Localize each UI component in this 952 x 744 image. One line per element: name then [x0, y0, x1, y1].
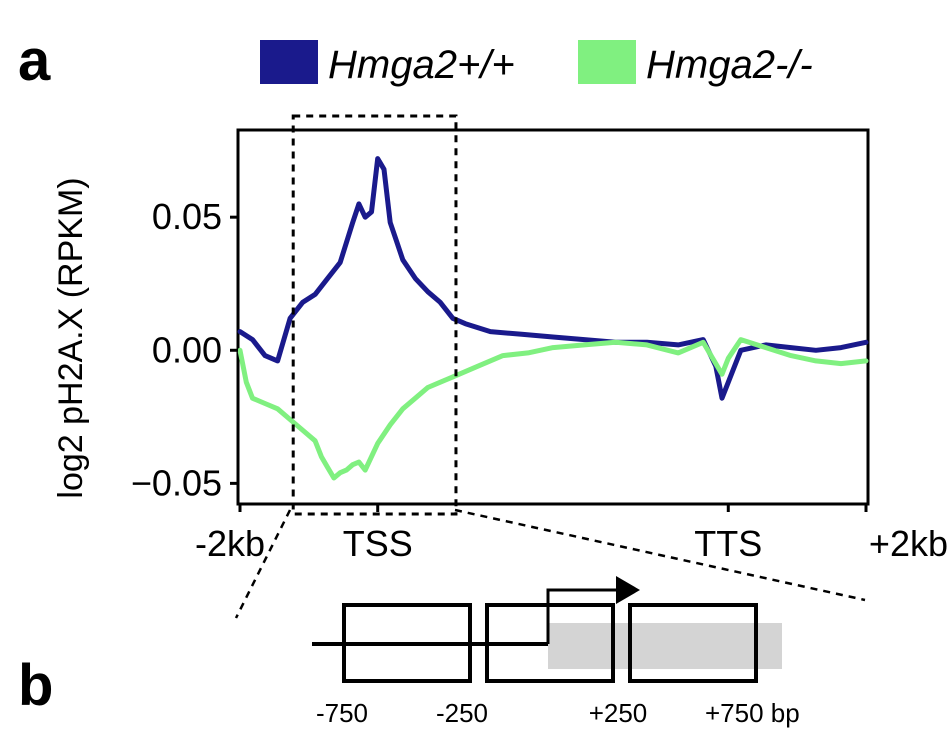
tss-highlight-box [291, 114, 458, 516]
bin-box-1 [342, 603, 472, 683]
x-tick-label-3: +2kb [869, 523, 948, 564]
legend-label-hmga2-ko: Hmga2-/- [646, 43, 813, 87]
bp-tick-label-3: +250 [589, 698, 648, 728]
bp-tick-label-2: -250 [436, 698, 488, 728]
y-tick-label-0: −0.05 [131, 462, 222, 503]
gene-diagram: -750 -250 +250 +750 bp [312, 576, 800, 728]
y-axis-label: log2 pH2A.X (RPKM) [52, 177, 90, 498]
y-tick-label-1: 0.00 [152, 329, 222, 370]
tss-arrow-head-icon [616, 576, 640, 604]
y-tick-label-2: 0.05 [152, 196, 222, 237]
x-tick-label-1: TSS [343, 523, 413, 564]
legend-swatch-hmga2-ko [578, 40, 636, 84]
tss-arrow-line [546, 588, 618, 644]
bin-box-2 [485, 603, 615, 683]
series-line-1 [237, 337, 869, 481]
panel-label-b: b [18, 653, 53, 718]
bp-tick-label-4: +750 bp [705, 698, 800, 728]
gene-body-shading [548, 623, 782, 669]
plot-frame [236, 128, 870, 506]
x-tick-label-2: TTS [694, 523, 762, 564]
bp-tick-label-1: -750 [316, 698, 368, 728]
x-tick-label-0: -2kb [195, 523, 265, 564]
series-line-0 [237, 156, 869, 401]
panel-label-a: a [18, 28, 51, 93]
zoom-guide-right [454, 508, 866, 602]
chart-layer: −0.05 0.00 0.05 -2kb TSS TTS +2kb [131, 114, 948, 564]
legend-swatch-hmga2-wt [260, 40, 318, 84]
legend: Hmga2+/+ Hmga2-/- [260, 40, 813, 87]
legend-label-hmga2-wt: Hmga2+/+ [328, 43, 515, 87]
bin-box-3 [628, 603, 758, 683]
